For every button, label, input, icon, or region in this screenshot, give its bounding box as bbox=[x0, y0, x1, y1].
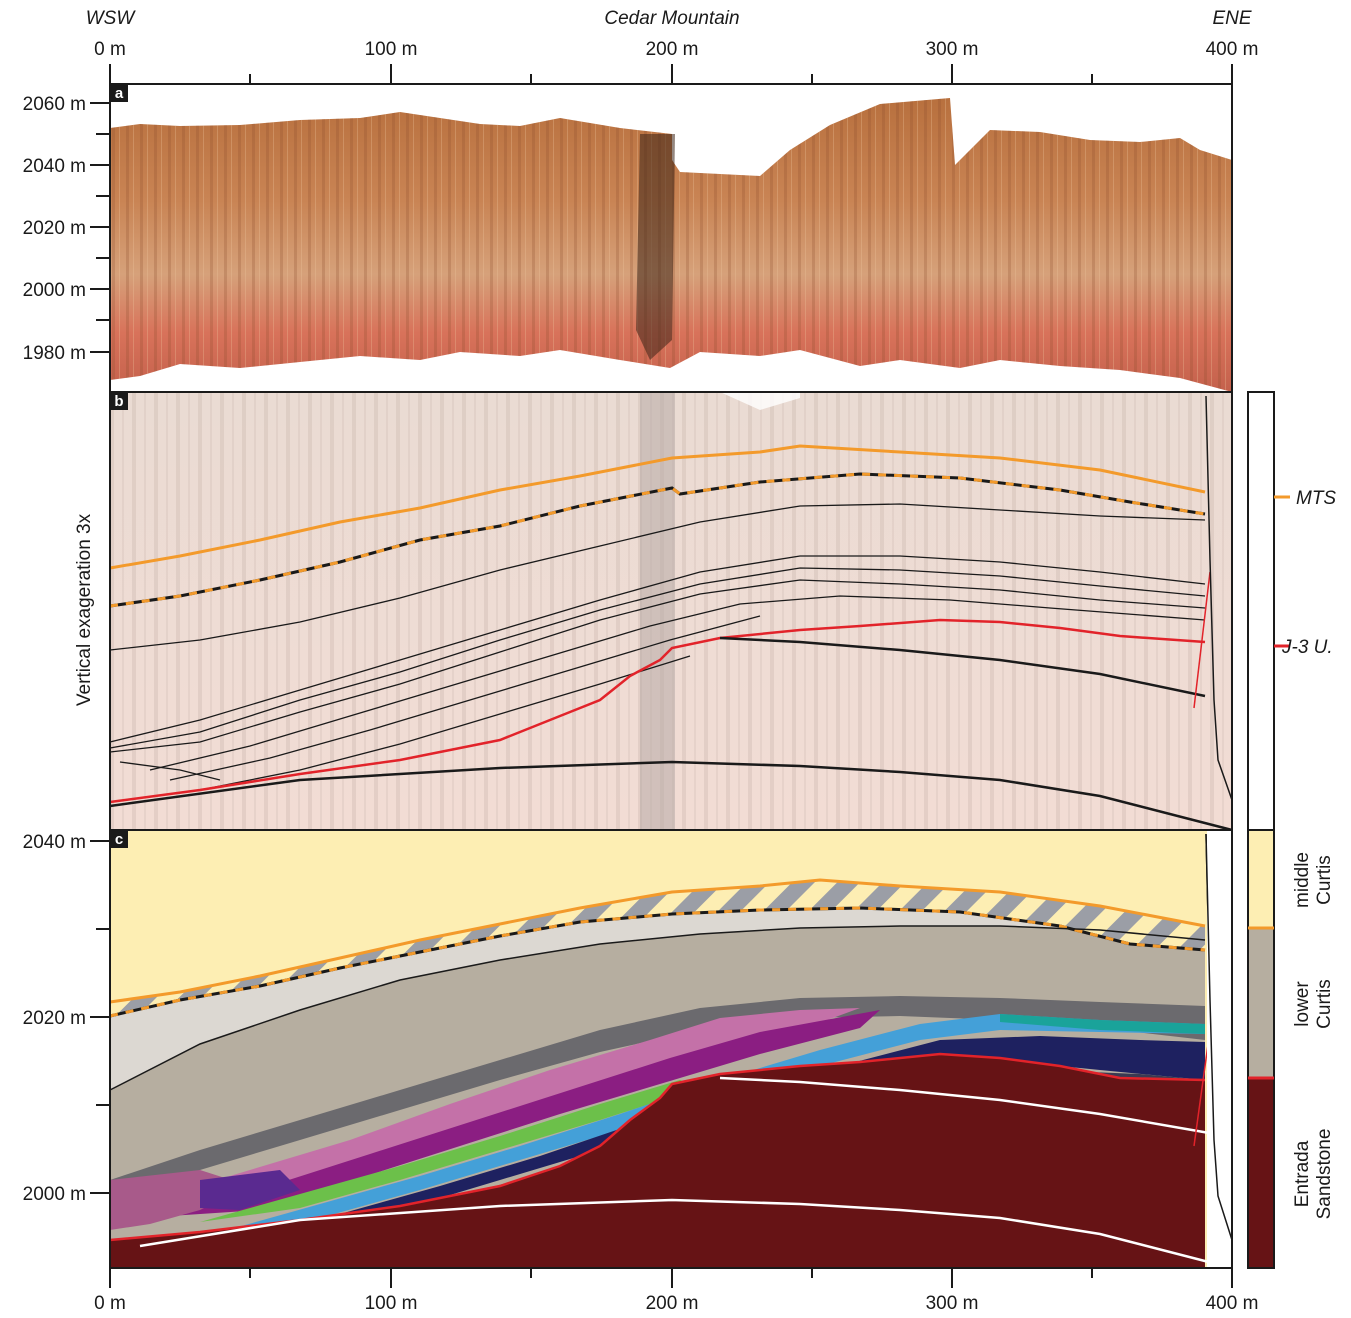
y-tick-label: 1980 m bbox=[23, 343, 86, 364]
x-tick-label: 300 m bbox=[926, 39, 979, 60]
panel-c-label: c bbox=[115, 831, 123, 848]
y-tick-label: 2040 m bbox=[23, 832, 86, 853]
legend-column: MTS J-3 U. middle Curtis lower Curtis En… bbox=[1247, 391, 1336, 1269]
x-tick-label: 400 m bbox=[1206, 1293, 1259, 1314]
panel-a-label: a bbox=[115, 85, 124, 102]
middle-curtis-swatch bbox=[1247, 829, 1275, 929]
x-tick-label: 0 m bbox=[94, 1293, 126, 1314]
entrada-label-line2: Sandstone bbox=[1314, 1129, 1335, 1220]
panel-b-interpretation: b bbox=[109, 391, 1233, 832]
lower-curtis-swatch bbox=[1247, 927, 1275, 1079]
x-tick-label: 100 m bbox=[365, 39, 418, 60]
panel-c-y-axis: 2040 m 2020 m 2000 m bbox=[23, 832, 110, 1205]
x-tick-label: 100 m bbox=[365, 1293, 418, 1314]
x-axis-bottom: 0 m 100 m 200 m 300 m 400 m bbox=[94, 1268, 1258, 1314]
x-axis-top: 0 m 100 m 200 m 300 m 400 m bbox=[94, 39, 1258, 84]
y-tick-label: 2020 m bbox=[23, 218, 86, 239]
location-title: Cedar Mountain bbox=[604, 8, 739, 29]
mts-legend-label: MTS bbox=[1296, 488, 1336, 509]
y-tick-label: 2020 m bbox=[23, 1008, 86, 1029]
panel-a-y-axis: 2060 m 2040 m 2020 m 2000 m 1980 m bbox=[23, 94, 110, 364]
middle-curtis-label-line1: middle bbox=[1292, 852, 1313, 908]
y-tick-label: 2060 m bbox=[23, 94, 86, 115]
direction-right-label: ENE bbox=[1212, 8, 1251, 29]
y-tick-label: 2000 m bbox=[23, 280, 86, 301]
lower-curtis-label-line1: lower bbox=[1292, 981, 1313, 1027]
x-tick-label: 200 m bbox=[646, 1293, 699, 1314]
y-tick-label: 2000 m bbox=[23, 1184, 86, 1205]
j3-legend-label: J-3 U. bbox=[1281, 637, 1333, 658]
y-tick-label: 2040 m bbox=[23, 156, 86, 177]
middle-curtis-label-line2: Curtis bbox=[1314, 855, 1335, 905]
panel-a-photo: a bbox=[109, 83, 1233, 393]
entrada-label-line1: Entrada bbox=[1292, 1140, 1313, 1207]
x-tick-label: 300 m bbox=[926, 1293, 979, 1314]
panel-c-units: c bbox=[109, 829, 1233, 1270]
x-tick-label: 200 m bbox=[646, 39, 699, 60]
vertical-exaggeration-label: Vertical exageration 3x bbox=[74, 513, 95, 706]
x-tick-label: 0 m bbox=[94, 39, 126, 60]
entrada-swatch bbox=[1247, 1077, 1275, 1269]
x-tick-label: 400 m bbox=[1206, 39, 1259, 60]
lower-curtis-label-line2: Curtis bbox=[1314, 979, 1335, 1029]
direction-left-label: WSW bbox=[86, 8, 137, 29]
panel-b-label: b bbox=[114, 393, 123, 410]
